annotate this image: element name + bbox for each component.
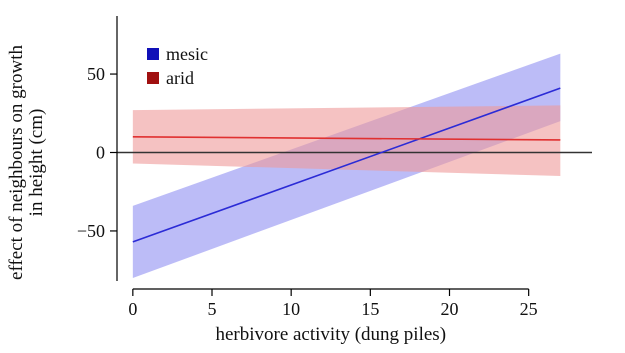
y-tick-label: 0: [96, 143, 105, 163]
series-lines: [132, 87, 561, 243]
x-tick-label: 0: [128, 299, 137, 319]
band-arid: [132, 105, 561, 177]
line-mesic: [132, 87, 561, 243]
legend-swatch-arid: [147, 72, 159, 84]
x-tick-label: 20: [441, 299, 459, 319]
y-tick-label: 50: [87, 64, 105, 84]
x-axis-label: herbivore activity (dung piles): [215, 324, 446, 345]
x-tick-label: 25: [520, 299, 538, 319]
x-tick-label: 15: [361, 299, 379, 319]
x-tick-label: 10: [282, 299, 300, 319]
line-arid: [132, 136, 561, 141]
legend-label-mesic: mesic: [166, 44, 208, 64]
y-axis-label-line-1: effect of neighbours on growth: [6, 45, 27, 280]
y-tick-label: −50: [77, 221, 105, 241]
legend-label-arid: arid: [166, 68, 194, 88]
y-ticks: −50 0 50: [77, 64, 117, 241]
x-tick-label: 5: [208, 299, 217, 319]
legend-swatch-mesic: [147, 48, 159, 60]
x-ticks: 0 5 10 15 20 25: [128, 289, 538, 319]
y-axis-label-line-2: in height (cm): [26, 109, 47, 217]
legend: mesic arid: [147, 44, 208, 88]
